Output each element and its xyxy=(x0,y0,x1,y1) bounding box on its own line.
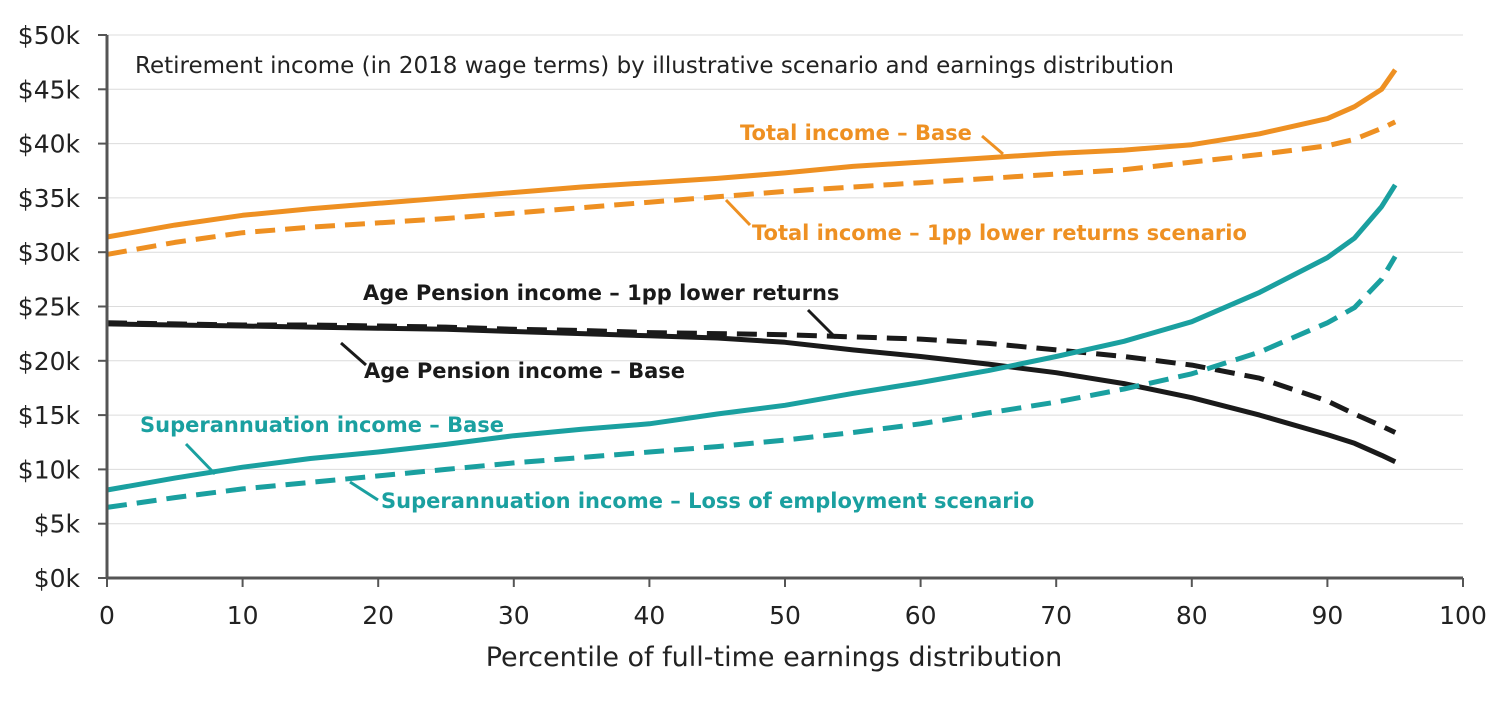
y-tick-label: $50k xyxy=(18,21,81,50)
x-tick-label: 90 xyxy=(1311,601,1343,630)
label-total-lower: Total income – 1pp lower returns scenari… xyxy=(752,221,1247,245)
x-tick-label: 80 xyxy=(1176,601,1208,630)
x-tick-label: 20 xyxy=(362,601,394,630)
series-line-3 xyxy=(106,321,1397,465)
chart-title: Retirement income (in 2018 wage terms) b… xyxy=(135,53,1174,79)
x-tick-label: 10 xyxy=(227,601,259,630)
y-tick-label: $0k xyxy=(34,564,81,593)
y-tick-label: $25k xyxy=(18,293,81,322)
grid-lines xyxy=(107,34,1463,525)
x-tick-label: 40 xyxy=(633,601,665,630)
label-pension-lower: Age Pension income – 1pp lower returns xyxy=(363,281,839,305)
series-line-4 xyxy=(106,183,1398,493)
y-tick-label: $40k xyxy=(18,130,81,159)
y-tick-label: $5k xyxy=(34,510,81,539)
x-tick-label: 60 xyxy=(905,601,937,630)
x-tick-label: 0 xyxy=(99,601,115,630)
axes xyxy=(98,34,1464,587)
series-line-0 xyxy=(106,68,1398,240)
series-lines xyxy=(106,68,1398,510)
x-tick-label: 50 xyxy=(769,601,801,630)
leader-pension-lower xyxy=(806,308,838,340)
label-super-loss: Superannuation income – Loss of employme… xyxy=(381,489,1034,513)
x-tick-label: 100 xyxy=(1439,601,1487,630)
label-pension-base: Age Pension income – Base xyxy=(364,359,685,383)
y-tick-label: $30k xyxy=(18,238,81,267)
x-tick-label: 30 xyxy=(498,601,530,630)
tick-labels: $0k $5k $10k $15k $20k $25k $30k $35k $40k $45k $5… xyxy=(18,21,1487,630)
series-line-5 xyxy=(106,255,1398,510)
leader-pension-base xyxy=(340,341,367,367)
label-total-base: Total income – Base xyxy=(740,121,972,145)
y-tick-label: $10k xyxy=(18,455,81,484)
label-super-base: Superannuation income – Base xyxy=(140,413,504,437)
leader-total-lower xyxy=(724,198,752,227)
leader-super-loss xyxy=(349,480,379,502)
leader-super-base xyxy=(184,442,217,476)
series-annotations: Total income – Base Total income – 1pp l… xyxy=(140,121,1247,513)
y-tick-label: $15k xyxy=(18,401,81,430)
y-tick-label: $35k xyxy=(18,184,81,213)
y-tick-label: $20k xyxy=(18,347,81,376)
y-tick-label: $45k xyxy=(18,75,81,104)
x-axis-title: Percentile of full-time earnings distrib… xyxy=(486,642,1063,673)
x-tick-label: 70 xyxy=(1040,601,1072,630)
leader-total-base xyxy=(981,134,1004,156)
